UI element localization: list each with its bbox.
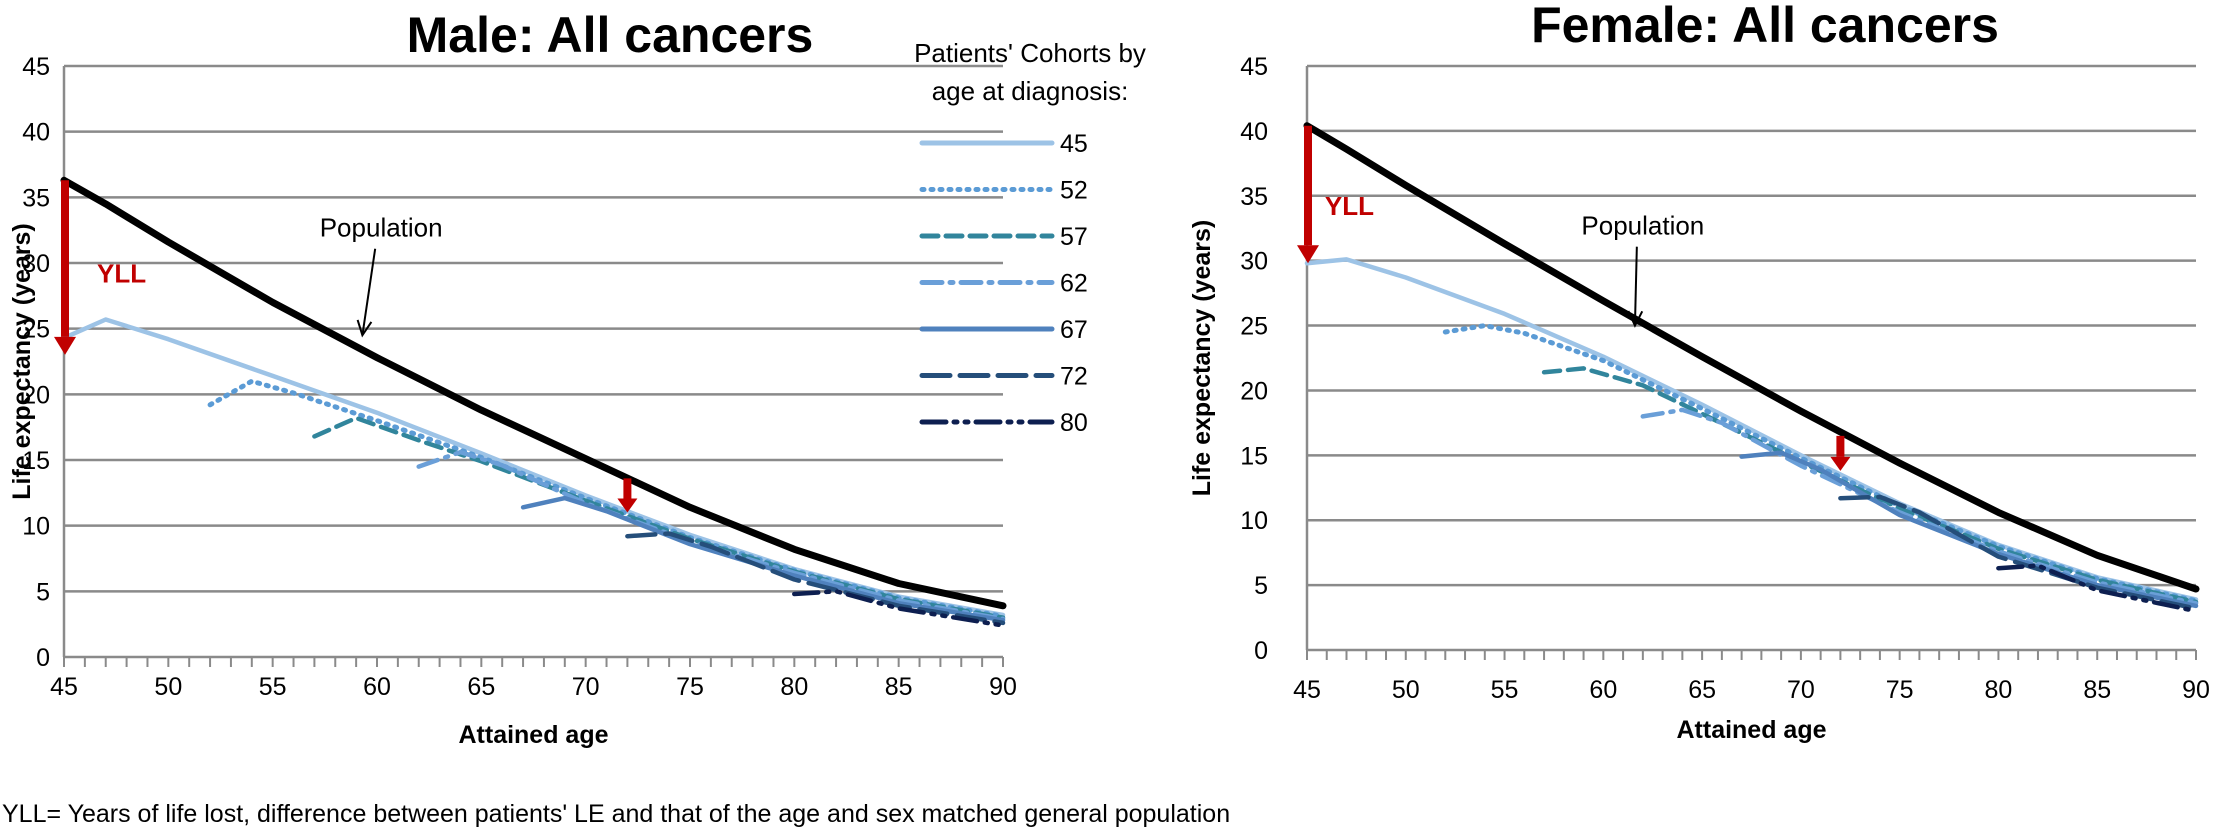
x-tick-label: 85 xyxy=(885,673,913,701)
y-tick-label: 10 xyxy=(22,513,50,541)
x-tick-label: 75 xyxy=(1886,676,1914,704)
x-tick-label: 45 xyxy=(50,673,78,701)
series-cohort-57-line xyxy=(1541,366,2199,605)
yll-arrow-head xyxy=(1297,245,1319,264)
female-chart: 0 5 10 15 20 25 30 35 40 45 45 50 55 60 65 70 75 80 85 90 Fe… xyxy=(1188,0,2210,744)
yll-label: YLL xyxy=(97,259,146,289)
y-tick-label: 45 xyxy=(1240,53,1268,81)
series-cohort-67-line xyxy=(1739,450,2199,609)
footnote: YLL= Years of life lost, difference betw… xyxy=(2,800,1231,828)
y-tick-label: 0 xyxy=(1254,637,1268,665)
chart-title: Female: All cancers xyxy=(1531,0,1999,53)
x-tick-label: 75 xyxy=(676,673,704,701)
series-cohort-62-line xyxy=(416,449,1006,622)
x-tick-label: 50 xyxy=(1392,676,1420,704)
x-tick-label: 45 xyxy=(1293,676,1321,704)
y-tick-label: 20 xyxy=(1240,377,1268,405)
series-cohort-62-line xyxy=(1640,407,2199,606)
y-tick-label: 5 xyxy=(1254,572,1268,600)
series-cohort-72-line xyxy=(625,531,1006,626)
yll-label: YLL xyxy=(1325,191,1374,221)
series-population-line xyxy=(60,176,1007,610)
x-tick-label: 65 xyxy=(467,673,495,701)
legend-title-line2: age at diagnosis: xyxy=(932,76,1129,106)
male-chart: 0 5 10 15 20 25 30 35 40 45 45 50 55 60 65 70 75 80 85 90 Ma… xyxy=(8,7,1017,749)
x-axis-title: Attained age xyxy=(1676,716,1826,744)
x-tick-label: 60 xyxy=(1589,676,1617,704)
legend-label-62: 62 xyxy=(1060,270,1088,298)
population-annotation-arrowhead xyxy=(1627,310,1644,328)
x-tick-label: 55 xyxy=(259,673,287,701)
x-tick-label: 90 xyxy=(989,673,1017,701)
y-axis-title: Life expectancy (years) xyxy=(1188,220,1216,497)
population-annotation-arrow xyxy=(361,248,377,336)
series-cohort-72-line xyxy=(1838,494,2199,611)
y-tick-label: 35 xyxy=(22,184,50,212)
yll-small-arrow-head xyxy=(617,498,638,513)
y-tick-label: 45 xyxy=(22,53,50,81)
y-tick-label: 5 xyxy=(36,578,50,606)
legend-label-52: 52 xyxy=(1060,177,1088,205)
x-tick-label: 80 xyxy=(1985,676,2013,704)
y-axis-title: Life expectancy (years) xyxy=(8,223,36,500)
series-population-line xyxy=(1303,122,2200,593)
x-tick-label: 70 xyxy=(572,673,600,701)
y-tick-label: 30 xyxy=(22,250,50,278)
y-tick-label: 25 xyxy=(1240,313,1268,341)
yll-small-arrow-head xyxy=(1830,456,1851,471)
y-tick-label: 30 xyxy=(1240,248,1268,276)
legend-label-72: 72 xyxy=(1060,363,1088,391)
yll-arrow-head xyxy=(54,336,76,355)
x-tick-label: 65 xyxy=(1688,676,1716,704)
y-tick-label: 40 xyxy=(1240,118,1268,146)
legend-title-line1: Patients' Cohorts by xyxy=(914,38,1146,68)
y-tick-label: 15 xyxy=(22,447,50,475)
series-cohort-80-line xyxy=(792,589,1006,628)
chart-title: Male: All cancers xyxy=(407,7,814,63)
y-tick-label: 15 xyxy=(1240,442,1268,470)
x-tick-label: 80 xyxy=(780,673,808,701)
y-tick-label: 40 xyxy=(22,119,50,147)
y-tick-label: 25 xyxy=(22,316,50,344)
series-cohort-67-line xyxy=(520,495,1006,623)
population-annotation-label: Population xyxy=(1581,211,1704,241)
x-tick-label: 85 xyxy=(2083,676,2111,704)
series-cohort-45-line xyxy=(1304,257,2199,602)
legend-label-45: 45 xyxy=(1060,130,1088,158)
x-tick-label: 55 xyxy=(1491,676,1519,704)
y-tick-label: 0 xyxy=(36,644,50,672)
legend-label-67: 67 xyxy=(1060,316,1088,344)
population-annotation-arrow xyxy=(1633,246,1638,326)
x-axis-title: Attained age xyxy=(458,721,608,749)
series-cohort-57-line xyxy=(312,415,1006,620)
x-tick-label: 50 xyxy=(154,673,182,701)
y-tick-label: 35 xyxy=(1240,183,1268,211)
legend-label-57: 57 xyxy=(1060,223,1088,251)
population-annotation-arrowhead xyxy=(356,319,373,338)
population-annotation-label: Population xyxy=(320,213,443,243)
x-tick-label: 90 xyxy=(2182,676,2210,704)
y-tick-label: 10 xyxy=(1240,507,1268,535)
series-cohort-80-line xyxy=(1996,563,2199,614)
legend-label-80: 80 xyxy=(1060,409,1088,437)
x-tick-label: 60 xyxy=(363,673,391,701)
x-tick-label: 70 xyxy=(1787,676,1815,704)
legend: Patients' Cohorts by age at diagnosis: 45 5… xyxy=(914,38,1146,437)
y-tick-label: 20 xyxy=(22,381,50,409)
